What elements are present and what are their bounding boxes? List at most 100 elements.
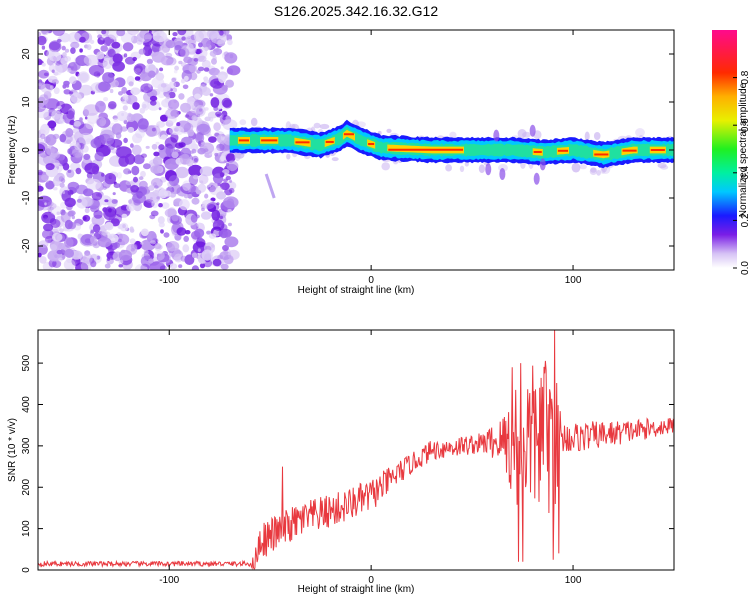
spectrogram-noise-blob xyxy=(153,151,160,157)
spectrogram-noise-blob xyxy=(168,175,180,187)
spectrogram-disturbance xyxy=(499,168,506,180)
spectrogram-noise-blob xyxy=(63,259,76,270)
spectrogram-noise-blob xyxy=(196,222,201,228)
spectrogram-noise-blob xyxy=(111,41,121,49)
spectrogram-noise-blob xyxy=(171,151,179,159)
spectrogram-noise-blob xyxy=(160,114,169,122)
spectrogram-band-halo xyxy=(239,119,247,126)
spectrogram-noise-blob xyxy=(39,256,47,264)
spectrogram-noise-blob xyxy=(52,30,65,36)
spectrogram-noise-blob xyxy=(38,169,43,176)
spectrogram-noise-blob xyxy=(49,51,62,62)
colorbar-tick-label: 0.2 xyxy=(740,213,750,227)
spectrogram-noise-blob xyxy=(204,193,209,199)
spectrogram-noise-blob xyxy=(227,39,233,46)
snr-y-axis-label: SNR (10 * v/v) xyxy=(7,418,18,482)
snr-y-ticks: 0 100 200 300 400 500 xyxy=(21,354,674,573)
spectrogram-noise-blob xyxy=(38,31,42,37)
spectrogram-noise-blob xyxy=(67,169,72,173)
spectrogram-noise-blob xyxy=(86,44,92,51)
spectrogram-noise-blob xyxy=(141,153,147,158)
spectrogram-noise-blob xyxy=(220,263,229,270)
spectrogram-noise-blob xyxy=(96,255,101,260)
spectrogram-band-halo xyxy=(313,122,321,129)
spectrogram-noise-blob xyxy=(164,158,179,170)
snr-x-ticks: -100 0 100 xyxy=(159,330,582,586)
spectrogram-noise-blob xyxy=(47,120,57,129)
snr-x-tick-label: 0 xyxy=(368,575,374,586)
spectrogram-noise-blob xyxy=(161,202,170,209)
spectrogram-noise-blob xyxy=(148,258,154,264)
spectrogram-noise-blob xyxy=(125,94,138,105)
spectrogram-noise-blob xyxy=(38,195,52,208)
colorbar-tick-label: 0.0 xyxy=(740,261,750,275)
spectrogram-band-halo xyxy=(660,165,669,170)
spectrogram-noise-blob xyxy=(209,50,217,57)
spectrogram-noise-blob xyxy=(64,248,75,258)
spectrogram-noise-blob xyxy=(152,190,161,196)
spectrogram-noise-blob xyxy=(112,53,123,64)
spectrogram-band-halo xyxy=(331,157,339,162)
spectrogram-noise-blob xyxy=(222,169,230,175)
spectrogram-band-halo xyxy=(234,151,241,161)
spectrogram-noise-blob xyxy=(208,233,217,239)
spectrogram-noise-blob xyxy=(104,263,111,269)
spectrogram-noise-blob xyxy=(192,241,208,254)
spectrogram-noise-blob xyxy=(180,62,187,68)
spectrogram-noise-blob xyxy=(91,191,103,201)
snr-panel: -100 0 100 0 100 200 300 400 500 Height of stra… xyxy=(7,329,675,595)
spectrogram-noise-blob xyxy=(44,202,47,206)
spectrogram-noise-blob xyxy=(71,148,84,158)
spectrogram-noise-blob xyxy=(53,187,58,191)
spectrogram-noise-blob xyxy=(158,203,163,208)
spectrogram-noise-blob xyxy=(82,214,91,222)
spectrogram-noise-blob xyxy=(84,207,90,214)
spectrogram-noise-blob xyxy=(122,94,129,101)
spectrogram-noise-blob xyxy=(228,187,235,194)
spectrogram-noise-blob xyxy=(156,124,160,128)
spectrogram-y-tick-label: 10 xyxy=(21,96,32,108)
spectrogram-band-core xyxy=(342,129,355,141)
spectrogram-noise-blob xyxy=(123,53,128,58)
spectrogram-noise-blob xyxy=(200,211,212,220)
spectrogram-noise-blob xyxy=(165,94,171,99)
spectrogram-noise-blob xyxy=(179,153,191,165)
spectrogram-noise-blob xyxy=(158,107,162,111)
spectrogram-noise-blob xyxy=(103,97,109,102)
spectrogram-noise-blob xyxy=(151,51,166,63)
spectrogram-noise-blob xyxy=(118,91,123,96)
spectrogram-noise-blob xyxy=(157,216,165,224)
spectrogram-noise-blob xyxy=(225,162,230,167)
spectrogram-noise-blob xyxy=(108,101,117,110)
spectrogram-noise-blob xyxy=(150,197,153,200)
spectrogram-noise-blob xyxy=(62,162,70,171)
spectrogram-noise-blob xyxy=(102,207,108,213)
spectrogram-noise-blob xyxy=(38,107,50,119)
spectrogram-noise-blob xyxy=(59,182,65,188)
spectrogram-noise-blob xyxy=(151,200,159,209)
spectrogram-noise-blob xyxy=(85,121,95,130)
spectrogram-noise-blob xyxy=(108,208,112,213)
spectrogram-noise-blob xyxy=(126,203,136,212)
spectrogram-noise-blob xyxy=(168,125,181,135)
spectrogram-noise-blob xyxy=(183,235,189,242)
spectrogram-noise-blob xyxy=(143,163,151,170)
spectrogram-band-halo xyxy=(464,161,469,167)
spectrogram-noise-blob xyxy=(65,84,70,88)
spectrogram-noise-blob xyxy=(167,83,172,88)
spectrogram-noise-field xyxy=(38,30,241,270)
spectrogram-noise-blob xyxy=(73,120,82,127)
spectrogram-noise-blob xyxy=(198,55,207,62)
spectrogram-noise-blob xyxy=(121,213,128,219)
spectrogram-noise-blob xyxy=(129,226,134,232)
spectrogram-noise-blob xyxy=(209,93,214,97)
spectrogram-noise-blob xyxy=(144,124,161,137)
spectrogram-noise-blob xyxy=(208,67,220,76)
spectrogram-x-tick-label: -100 xyxy=(159,275,179,286)
snr-x-tick-label: 100 xyxy=(565,575,582,586)
spectrogram-noise-blob xyxy=(145,145,150,149)
spectrogram-noise-blob xyxy=(165,58,175,66)
figure-title: S126.2025.342.16.32.G12 xyxy=(274,3,438,19)
spectrogram-noise-blob xyxy=(122,42,134,52)
